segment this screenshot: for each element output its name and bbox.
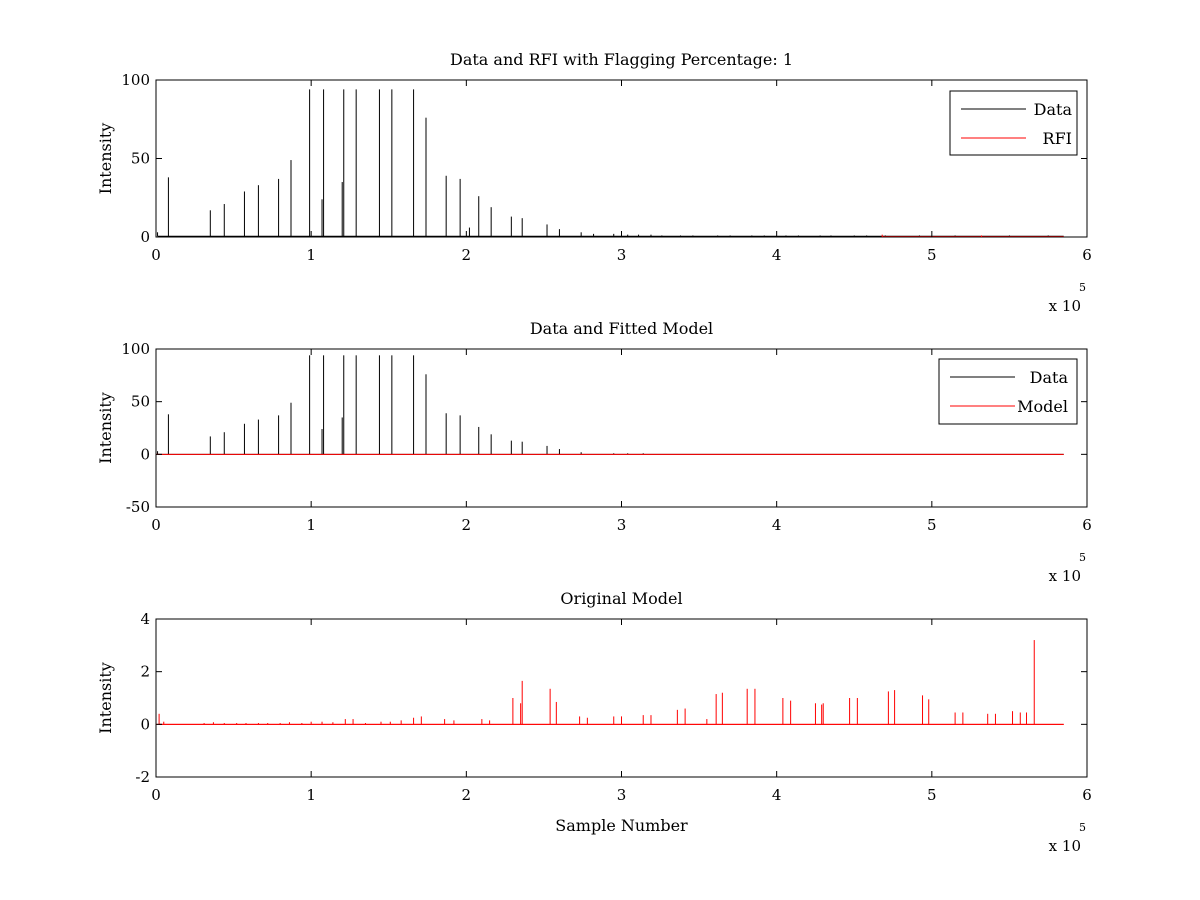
x-axis-label: Sample Number	[555, 816, 688, 835]
x-tick-label: 1	[306, 246, 316, 264]
x-tick-label: 3	[617, 786, 627, 804]
x-multiplier: x 10 5	[1049, 281, 1086, 315]
y-axis-label: Intensity	[96, 662, 115, 734]
plot-area	[155, 79, 1088, 238]
series-group	[157, 89, 1064, 237]
x-tick-label: 3	[617, 516, 627, 534]
y-tick-label: 100	[121, 340, 150, 358]
y-tick-label: -2	[135, 768, 150, 786]
plot-area	[155, 348, 1088, 508]
x-tick-label: 5	[927, 516, 937, 534]
y-tick-label: 0	[140, 445, 150, 463]
x-multiplier-base: x 10	[1049, 837, 1081, 855]
legend: Data RFI	[949, 90, 1078, 156]
x-multiplier: x 10 5	[1049, 551, 1086, 585]
x-tick-label: 6	[1082, 786, 1092, 804]
series-group	[156, 355, 1064, 455]
x-tick-label: 0	[151, 786, 161, 804]
y-tick-label: 0	[140, 715, 150, 733]
x-tick-label: 6	[1082, 246, 1092, 264]
x-multiplier-base: x 10	[1049, 567, 1081, 585]
series-group	[156, 640, 1064, 725]
x-multiplier-base: x 10	[1049, 297, 1081, 315]
x-tick-label: 5	[927, 246, 937, 264]
x-tick-label: 0	[151, 516, 161, 534]
chart-panel-1: 0 1 2 3 4 5 6 0 50 100 Data and RFI with Flagging …	[96, 50, 1092, 315]
y-tick-label: 50	[131, 150, 150, 168]
legend-box	[949, 90, 1078, 156]
x-tick-label: 4	[772, 246, 782, 264]
y-tick-label: -50	[126, 498, 150, 516]
x-tick-label: 4	[772, 516, 782, 534]
series-2	[881, 234, 1064, 237]
x-multiplier: x 10 5	[1049, 821, 1086, 855]
plot-area	[155, 618, 1088, 778]
x-tick-label: 1	[306, 516, 316, 534]
y-tick-label: 0	[140, 228, 150, 246]
legend: Data Model	[938, 358, 1078, 425]
legend-label: RFI	[1043, 129, 1072, 148]
x-tick-label: 0	[151, 246, 161, 264]
chart-title: Data and RFI with Flagging Percentage: 1	[450, 50, 793, 69]
y-axis-label: Intensity	[96, 123, 115, 195]
x-multiplier-exponent: 5	[1079, 551, 1086, 564]
y-axis-label: Intensity	[96, 392, 115, 464]
legend-label: Data	[1034, 100, 1073, 119]
x-tick-label: 3	[617, 246, 627, 264]
x-tick-label: 1	[306, 786, 316, 804]
x-tick-label: 2	[462, 246, 472, 264]
y-tick-label: 2	[140, 663, 150, 681]
x-tick-label: 4	[772, 786, 782, 804]
legend-label: Model	[1017, 397, 1068, 416]
y-tick-label: 50	[131, 393, 150, 411]
chart-title: Original Model	[560, 589, 682, 608]
x-multiplier-exponent: 5	[1079, 821, 1086, 834]
x-multiplier-exponent: 5	[1079, 281, 1086, 294]
x-tick-label: 2	[462, 516, 472, 534]
series-1	[157, 89, 1064, 237]
x-tick-label: 5	[927, 786, 937, 804]
x-tick-label: 2	[462, 786, 472, 804]
x-tick-label: 6	[1082, 516, 1092, 534]
chart-title: Data and Fitted Model	[530, 319, 713, 338]
legend-label: Data	[1030, 368, 1069, 387]
y-tick-label: 100	[121, 71, 150, 89]
y-tick-label: 4	[140, 610, 150, 628]
legend-box	[938, 358, 1078, 425]
